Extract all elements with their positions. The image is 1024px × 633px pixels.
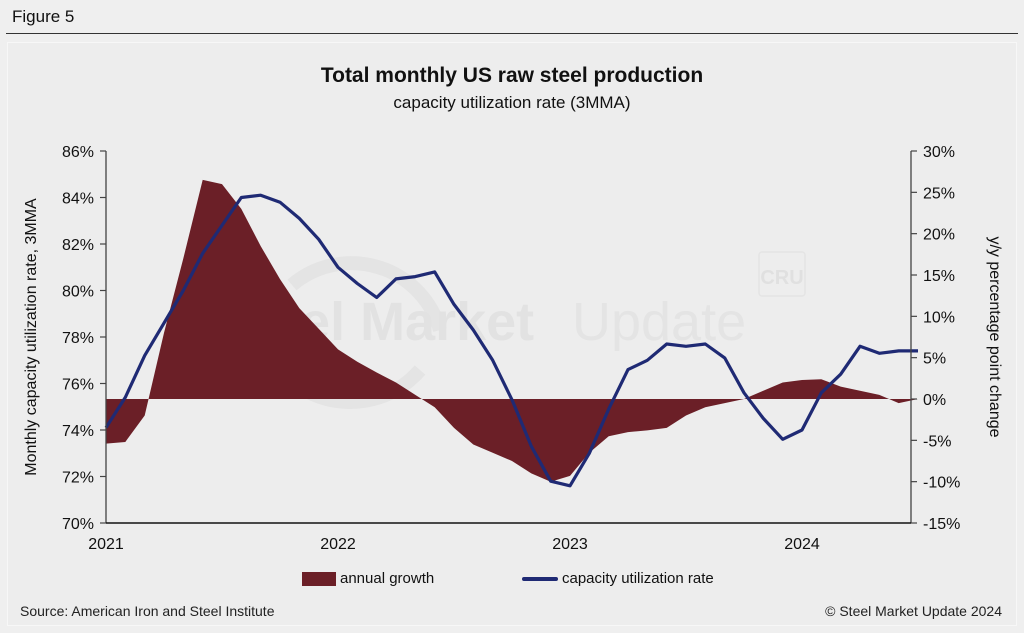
copyright-note: © Steel Market Update 2024 xyxy=(825,603,1002,619)
y-tick-label: 82% xyxy=(62,237,94,254)
y-tick-label: 74% xyxy=(62,423,94,440)
y-axis-label: Monthly capacity utilization rate, 3MMA xyxy=(23,198,40,476)
watermark-text-secondary: Update xyxy=(572,292,746,352)
y2-axis-label: y/y percentage point change xyxy=(986,236,1003,437)
y2-tick-label: -15% xyxy=(923,516,960,533)
y2-tick-label: 20% xyxy=(923,227,955,244)
figure-label: Figure 5 xyxy=(12,7,75,26)
y-tick-label: 78% xyxy=(62,330,94,347)
y-tick-label: 76% xyxy=(62,377,94,394)
watermark-swoosh-icon xyxy=(287,256,447,333)
y2-tick-label: -10% xyxy=(923,475,960,492)
x-tick-label: 2024 xyxy=(784,536,820,553)
y2-tick-label: 25% xyxy=(923,185,955,202)
y2-tick-label: 15% xyxy=(923,268,955,285)
chart-title: Total monthly US raw steel production xyxy=(320,64,704,87)
y2-tick-label: 30% xyxy=(923,144,955,161)
annual-growth-area xyxy=(106,179,918,482)
legend-label: capacity utilization rate xyxy=(562,570,714,587)
y2-tick-label: 0% xyxy=(923,392,946,409)
y-tick-label: 72% xyxy=(62,470,94,487)
chart-subtitle: capacity utilization rate (3MMA) xyxy=(393,93,631,112)
x-tick-label: 2022 xyxy=(320,536,356,553)
figure-divider xyxy=(6,33,1018,34)
y-tick-label: 70% xyxy=(62,516,94,533)
legend: annual growth capacity utilization rate xyxy=(0,570,1024,590)
y2-tick-label: -5% xyxy=(923,433,951,450)
legend-item-annual-growth: annual growth xyxy=(302,570,434,587)
legend-area-swatch-icon xyxy=(302,571,336,586)
cru-badge-text: CRU xyxy=(760,267,803,289)
legend-line-swatch-icon xyxy=(522,576,558,581)
legend-item-capacity-utilization: capacity utilization rate xyxy=(522,570,714,587)
cru-badge-icon xyxy=(758,251,806,297)
y-tick-label: 80% xyxy=(62,284,94,301)
x-tick-label: 2021 xyxy=(88,536,124,553)
source-note: Source: American Iron and Steel Institut… xyxy=(20,603,275,619)
legend-label: annual growth xyxy=(340,570,435,587)
y2-tick-label: 10% xyxy=(923,309,955,326)
x-tick-label: 2023 xyxy=(552,536,588,553)
y-tick-label: 84% xyxy=(62,191,94,208)
y-tick-label: 86% xyxy=(62,144,94,161)
y2-tick-label: 5% xyxy=(923,351,946,368)
